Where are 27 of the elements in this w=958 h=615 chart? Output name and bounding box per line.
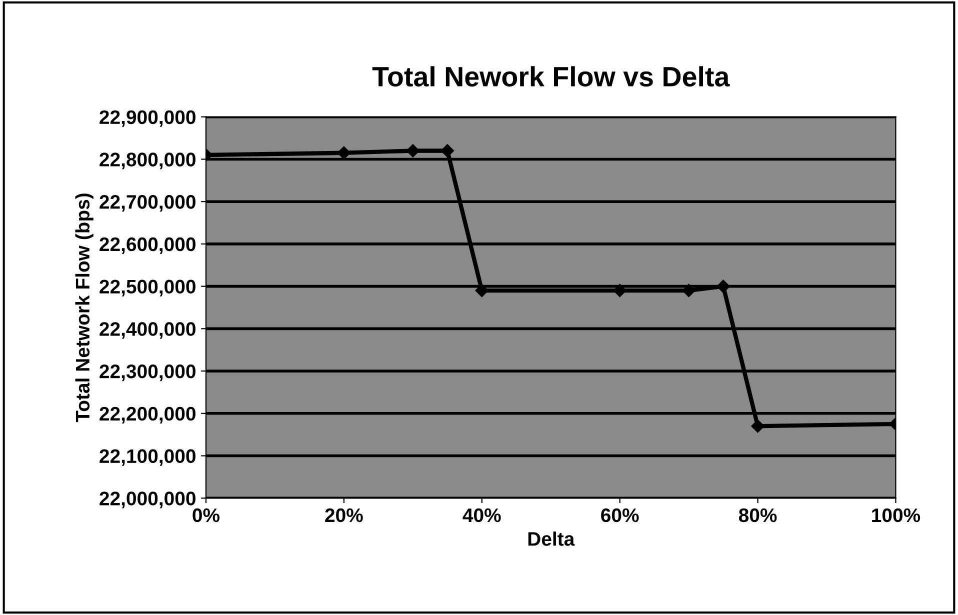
point: [682, 284, 696, 298]
x-tick-label: 0%: [192, 508, 220, 522]
y-axis-title: Total Network Flow (bps): [75, 194, 94, 422]
x-tick-label: 20%: [325, 508, 363, 522]
y-tick-label: 22,300,000: [100, 364, 196, 382]
y-tick-label: 22,000,000: [100, 492, 196, 508]
x-tick-label: 40%: [462, 508, 501, 522]
y-tick-label: 22,500,000: [100, 280, 196, 296]
point: [337, 146, 351, 160]
chart-title: Total Nework Flow vs Delta: [372, 66, 730, 87]
y-tick-label: 22,200,000: [100, 406, 196, 424]
x-tick-label: 80%: [738, 508, 777, 522]
point: [406, 144, 420, 158]
point: [613, 284, 626, 298]
x-axis-title: Delta: [528, 532, 575, 546]
point: [751, 420, 764, 433]
y-tick-label: 22,700,000: [100, 195, 196, 212]
y-tick-label: 22,900,000: [100, 110, 196, 127]
point: [475, 284, 488, 298]
y-tick-label: 22,100,000: [100, 449, 196, 466]
x-tick-label: 100%: [872, 508, 920, 522]
point: [440, 144, 454, 158]
y-tick-label: 22,800,000: [100, 152, 196, 170]
y-tick-label: 22,400,000: [100, 322, 196, 339]
point: [716, 280, 730, 293]
x-tick-label: 60%: [601, 508, 639, 522]
y-tick-label: 22,600,000: [100, 237, 196, 254]
